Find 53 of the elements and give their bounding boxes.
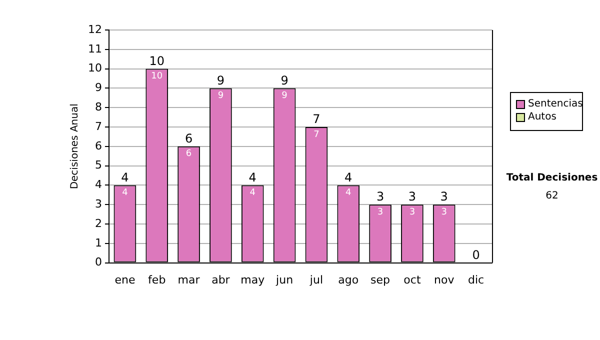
data-label: 6 — [186, 149, 192, 160]
legend-label: Autos — [528, 112, 556, 123]
y-tick-label: 12 — [88, 22, 102, 36]
x-tick-label: dic — [468, 273, 484, 286]
x-tick-label: feb — [148, 273, 166, 286]
total-label: 3 — [440, 190, 448, 204]
total-label: 3 — [376, 190, 384, 204]
y-tick-label: 7 — [94, 120, 102, 133]
y-tick-label: 8 — [94, 100, 102, 114]
y-axis-title: Decisiones Anual — [70, 104, 81, 190]
total-label: 4 — [121, 170, 129, 184]
y-tick-label: 6 — [94, 139, 102, 152]
x-tick-label: ene — [114, 273, 136, 286]
x-tick-label: abr — [212, 273, 230, 286]
text: Total Decisiones — [506, 172, 598, 184]
data-label: 9 — [282, 91, 288, 102]
y-tick-label: 3 — [94, 197, 102, 210]
data-label: 3 — [409, 207, 416, 218]
data-label: 7 — [314, 130, 320, 140]
total-label: 4 — [344, 170, 352, 184]
x-tick-label: nov — [434, 273, 455, 286]
total-label: 3 — [408, 190, 416, 204]
total-label: 0 — [472, 248, 480, 262]
data-label: 4 — [346, 188, 352, 198]
total-label: 9 — [280, 73, 288, 88]
x-tick-label: ago — [338, 273, 359, 286]
y-tick-label: 2 — [94, 216, 102, 230]
x-tick-label: jun — [275, 273, 294, 286]
data-label: 9 — [218, 91, 224, 102]
y-tick-label: 1 — [94, 236, 102, 250]
total-label: 10 — [149, 54, 165, 68]
data-label: 10 — [151, 72, 163, 82]
y-tick-label: 9 — [94, 81, 102, 94]
y-tick-label: 11 — [88, 42, 102, 56]
total-label: 4 — [248, 170, 256, 184]
x-tick-label: jul — [308, 273, 324, 286]
x-tick-label: may — [240, 273, 266, 286]
y-tick-label: 4 — [94, 178, 102, 192]
total-label: 7 — [312, 112, 320, 126]
data-label: 3 — [441, 207, 447, 218]
y-tick-label: 10 — [88, 62, 102, 75]
legend-label: Sentencias — [528, 98, 583, 110]
data-label: 4 — [122, 188, 128, 198]
x-tick-label: sep — [370, 273, 390, 286]
y-tick-label: 0 — [94, 256, 102, 269]
total-label: 9 — [216, 73, 225, 88]
y-tick-label: 5 — [94, 158, 102, 172]
data-label: 4 — [250, 188, 256, 198]
total-label: 6 — [184, 132, 193, 146]
data-label: 3 — [377, 207, 384, 218]
text: 62 — [546, 190, 558, 202]
x-tick-label: oct — [404, 273, 422, 286]
x-tick-label: mar — [178, 273, 200, 286]
